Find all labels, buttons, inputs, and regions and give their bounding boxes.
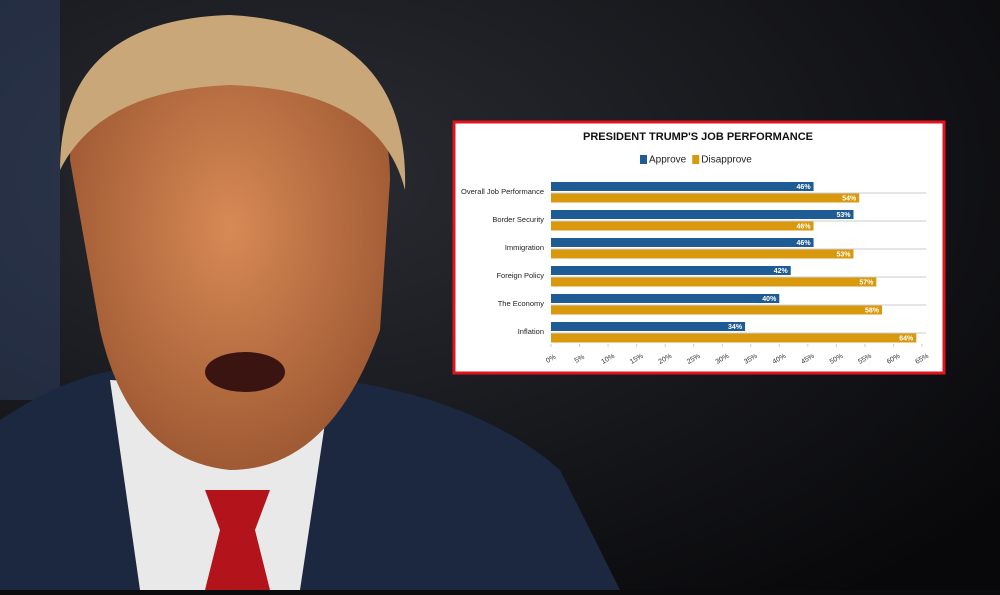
value-label: 46% <box>797 223 812 230</box>
bar <box>551 277 877 287</box>
y-tick-label: Overall Job Performance <box>461 187 544 196</box>
bar <box>551 322 746 331</box>
bar <box>551 305 883 315</box>
y-tick-label: The Economy <box>498 299 545 308</box>
bar <box>551 193 860 203</box>
bar <box>551 221 814 231</box>
y-tick-label: Inflation <box>518 327 544 336</box>
chart-title: PRESIDENT TRUMP'S JOB PERFORMANCE <box>583 131 813 143</box>
bar <box>551 266 791 275</box>
value-label: 46% <box>797 240 812 247</box>
bar <box>551 294 780 303</box>
x-tick-label: 0% <box>545 354 557 365</box>
hair <box>60 15 406 190</box>
value-label: 53% <box>836 251 851 258</box>
legend-label: Disapprove <box>701 155 752 166</box>
face <box>70 30 390 470</box>
figure <box>0 15 620 590</box>
value-label: 54% <box>842 195 857 202</box>
value-label: 58% <box>865 307 880 314</box>
value-label: 46% <box>797 184 812 191</box>
bar <box>551 333 917 343</box>
value-label: 53% <box>836 212 851 219</box>
value-label: 57% <box>859 279 874 286</box>
tie <box>205 490 270 590</box>
bar <box>551 249 854 259</box>
bar <box>551 238 814 247</box>
y-tick-label: Border Security <box>492 215 544 224</box>
value-label: 34% <box>728 324 743 331</box>
legend-swatch <box>692 155 700 164</box>
value-label: 42% <box>774 268 789 275</box>
bar <box>551 210 854 219</box>
x-tick-label: 5% <box>574 354 586 365</box>
value-label: 40% <box>762 296 777 303</box>
legend-swatch <box>640 155 647 164</box>
mouth <box>205 352 285 392</box>
value-label: 64% <box>899 335 914 342</box>
y-tick-label: Immigration <box>505 243 544 252</box>
legend-label: Approve <box>649 155 687 166</box>
y-tick-label: Foreign Policy <box>496 271 544 280</box>
background-blur <box>0 0 60 400</box>
bar <box>551 182 814 191</box>
